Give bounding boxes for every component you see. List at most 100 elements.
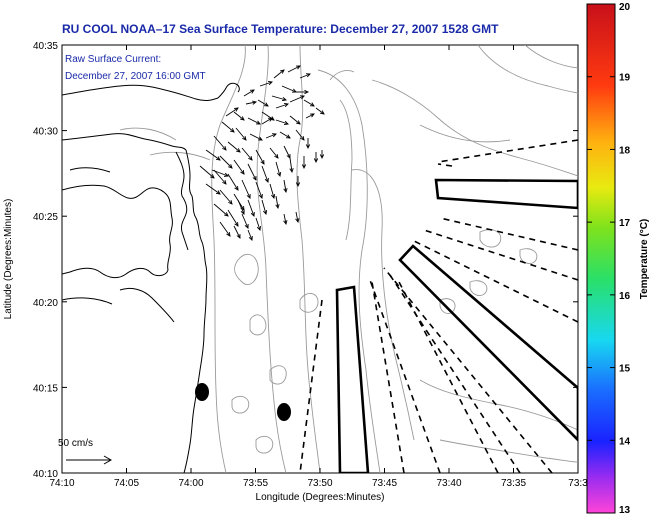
colorbar-tick-label: 15 <box>619 364 631 375</box>
current-vector-arrow <box>243 89 255 97</box>
current-vector-arrow <box>241 147 253 161</box>
current-vector-arrow <box>219 221 231 237</box>
colorbar-tick-label: 19 <box>619 73 631 84</box>
y-tick-label: 40:30 <box>33 127 58 138</box>
current-vector-arrow <box>227 141 241 153</box>
colorbar-tick-label: 17 <box>619 218 631 229</box>
radar-beam-lines <box>299 139 578 473</box>
current-vector-arrow <box>275 195 280 210</box>
inset-line-2: December 27, 2007 16:00 GMT <box>65 71 206 82</box>
current-vector-arrow <box>289 157 294 174</box>
x-tick-label: 73:55 <box>243 478 268 489</box>
figure-title: RU COOL NOAA–17 Sea Surface Temperature:… <box>62 22 499 36</box>
y-tick-label: 40:25 <box>33 212 58 223</box>
current-vector-arrow <box>213 169 227 185</box>
current-vector-arrow <box>235 127 247 141</box>
current-vector-arrow <box>261 165 269 183</box>
x-tick-label: 74:10 <box>49 478 74 489</box>
current-vector-arrow <box>221 121 235 133</box>
current-vector-arrow <box>219 189 233 205</box>
current-vector-arrow <box>259 81 273 87</box>
current-vector-arrow <box>249 133 263 141</box>
current-vector-arrow <box>247 199 255 217</box>
colorbar-tick-label: 18 <box>619 145 631 156</box>
current-vector-arrow <box>199 165 215 179</box>
bathymetry-contours <box>119 45 578 473</box>
x-tick-label: 74:05 <box>114 478 139 489</box>
current-vector-arrow <box>283 179 288 194</box>
current-vector-arrow <box>275 119 289 125</box>
current-vector-arrow <box>233 225 241 239</box>
current-vector-arrow <box>295 211 300 224</box>
buoy-marker <box>277 403 291 421</box>
current-vector-arrow <box>283 213 288 226</box>
current-vector-arrow <box>269 147 279 159</box>
current-vector-field <box>199 65 325 241</box>
current-vector-arrow <box>255 149 265 165</box>
current-vector-arrow <box>247 163 257 181</box>
x-tick-label: 73:40 <box>436 478 461 489</box>
y-tick-label: 40:15 <box>33 383 58 394</box>
current-vector-arrow <box>255 217 261 231</box>
inset-line-1: Raw Surface Current: <box>65 54 161 65</box>
axis-ticks: 74:10 74:05 74:00 73:55 73:50 73:45 73:40 73:35… <box>33 41 588 489</box>
current-vector-arrow <box>245 100 258 105</box>
current-vector-arrow <box>261 199 268 215</box>
colorbar-tick-label: 13 <box>619 505 631 516</box>
current-vector-arrow <box>227 209 239 227</box>
scale-arrow <box>66 455 113 465</box>
current-vector-arrow <box>303 99 315 107</box>
x-tick-label: 73:45 <box>372 478 397 489</box>
current-vector-arrow <box>257 99 269 107</box>
y-tick-label: 40:20 <box>33 298 58 309</box>
current-vector-arrow <box>255 181 263 199</box>
current-vector-arrow <box>269 183 276 199</box>
x-tick-label: 73:35 <box>501 478 526 489</box>
current-vector-arrow <box>275 161 282 177</box>
x-tick-label: 74:00 <box>178 478 203 489</box>
y-axis-label: Latitude (Degrees:Minutes) <box>3 199 14 320</box>
current-vector-arrow <box>315 107 325 115</box>
current-vector-arrow <box>289 115 301 125</box>
current-vector-arrow <box>233 111 245 121</box>
current-vector-arrow <box>225 107 239 117</box>
current-vector-arrow <box>295 176 301 188</box>
current-vector-arrow <box>241 179 251 199</box>
colorbar-tick-label: 14 <box>619 436 631 447</box>
coastline <box>62 82 240 473</box>
current-vector-arrow <box>247 229 253 241</box>
current-vector-arrow <box>279 131 291 139</box>
current-vector-arrow <box>313 152 319 164</box>
current-vector-arrow <box>205 183 221 195</box>
current-vector-arrow <box>273 69 285 79</box>
buoy-marker <box>195 383 209 401</box>
current-vector-arrow <box>261 117 273 125</box>
current-vector-arrow <box>205 149 221 161</box>
radar-sector-boxes <box>335 178 578 473</box>
current-vector-arrow <box>265 133 277 139</box>
current-vector-arrow <box>295 129 305 141</box>
current-vector-arrow <box>289 95 305 103</box>
scale-label: 50 cm/s <box>58 438 93 449</box>
y-tick-label: 40:10 <box>33 469 58 480</box>
current-vector-arrow <box>241 213 249 229</box>
y-tick-label: 40:35 <box>33 41 58 52</box>
current-vector-arrow <box>299 73 311 79</box>
x-tick-label: 73:50 <box>307 478 332 489</box>
colorbar-tick-label: 16 <box>619 291 631 302</box>
colorbar-ticks: 20 19 18 17 16 15 14 13 <box>587 2 631 516</box>
current-vector-arrow <box>211 169 229 177</box>
current-vector-arrow <box>319 150 325 160</box>
current-vector-arrow <box>275 103 289 109</box>
current-vector-arrow <box>305 138 311 150</box>
colorbar-label: Temperature (°C) <box>639 219 650 300</box>
x-axis-label: Longitude (Degrees:Minutes) <box>256 492 385 503</box>
current-vector-arrow <box>227 173 239 191</box>
current-vector-arrow <box>271 95 287 102</box>
current-vector-arrow <box>213 203 229 217</box>
x-tick-label: 73:3 <box>568 478 588 489</box>
plot-area <box>61 44 579 474</box>
current-vector-arrow <box>247 117 261 125</box>
current-vector-arrow <box>233 159 245 175</box>
